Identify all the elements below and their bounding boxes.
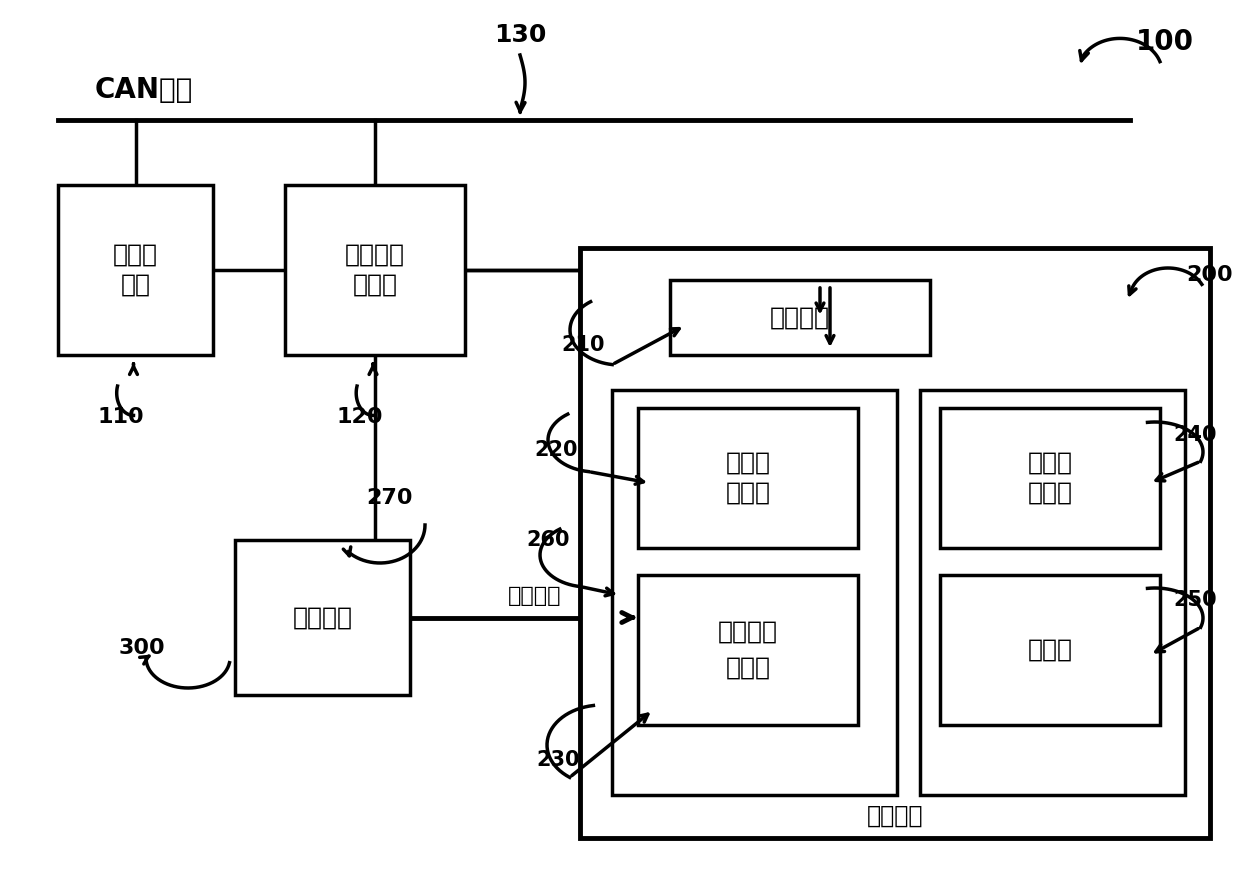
Text: 发动机: 发动机 <box>1028 451 1073 475</box>
Bar <box>236 540 410 695</box>
Text: 230: 230 <box>536 750 580 770</box>
Bar <box>920 390 1185 795</box>
Text: 高压开关: 高压开关 <box>718 620 777 644</box>
Text: 发动机: 发动机 <box>1028 638 1073 662</box>
Text: 整车控: 整车控 <box>113 243 157 267</box>
Text: 控制器: 控制器 <box>1028 481 1073 505</box>
Text: 发电机: 发电机 <box>725 656 770 680</box>
Bar <box>639 575 858 725</box>
Text: 增程装置: 增程装置 <box>867 804 924 828</box>
Text: 130: 130 <box>494 23 546 47</box>
Text: 300: 300 <box>119 638 165 658</box>
Text: 250: 250 <box>1173 590 1216 610</box>
Bar <box>613 390 897 795</box>
Text: 240: 240 <box>1173 425 1216 445</box>
Text: 220: 220 <box>534 440 578 460</box>
Text: 增程装置: 增程装置 <box>345 243 405 267</box>
Bar <box>940 408 1159 548</box>
Text: 270: 270 <box>367 488 413 508</box>
Text: 低压开关: 低压开关 <box>770 306 830 329</box>
Text: 高压线路: 高压线路 <box>508 585 562 605</box>
Bar <box>639 408 858 548</box>
Bar <box>670 280 930 355</box>
Text: 控制器: 控制器 <box>352 273 398 297</box>
Text: 动力系统: 动力系统 <box>293 605 352 630</box>
Text: 100: 100 <box>1136 28 1194 56</box>
Text: 制器: 制器 <box>120 273 150 297</box>
Text: 控制器: 控制器 <box>725 481 770 505</box>
Text: 260: 260 <box>526 530 569 550</box>
Bar <box>58 185 213 355</box>
Text: 发电机: 发电机 <box>725 451 770 475</box>
Text: 110: 110 <box>97 407 144 427</box>
Bar <box>940 575 1159 725</box>
Text: 210: 210 <box>562 335 605 355</box>
Text: 200: 200 <box>1187 265 1234 285</box>
Text: CAN总线: CAN总线 <box>95 76 193 104</box>
Bar <box>285 185 465 355</box>
Text: 120: 120 <box>337 407 383 427</box>
Bar <box>580 248 1210 838</box>
